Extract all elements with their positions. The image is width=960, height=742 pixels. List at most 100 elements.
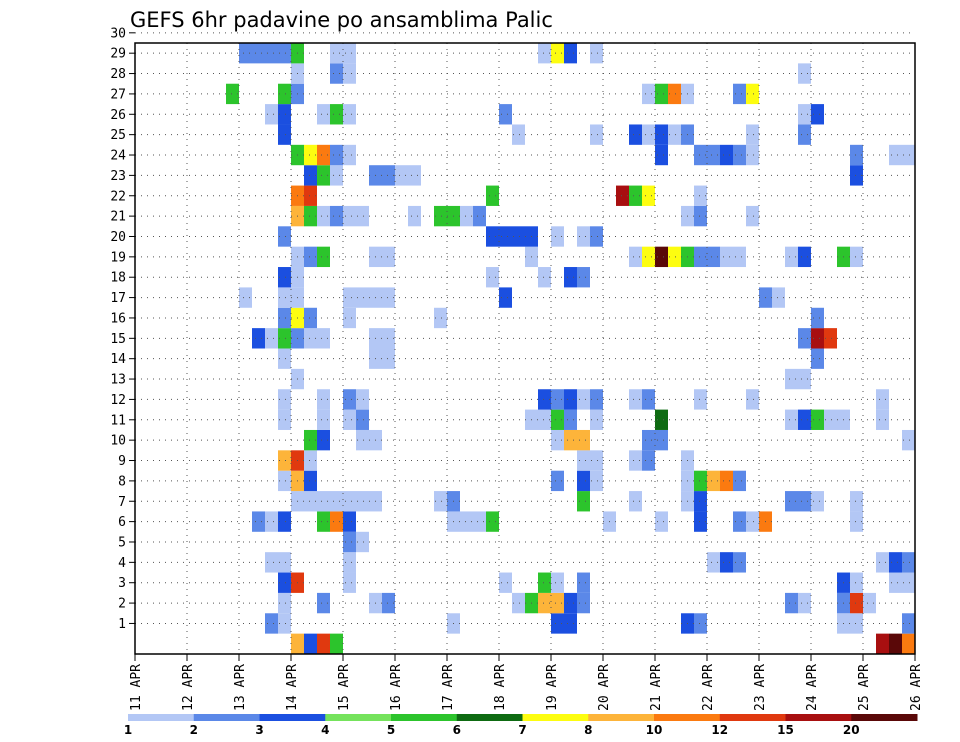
data-cell [811,348,824,369]
data-cell [538,409,551,430]
data-cell [317,592,330,614]
data-cell [850,144,863,166]
data-cell [668,124,681,145]
x-tick-label: 26 APR [909,664,924,711]
y-tick-label: 16 [110,311,126,326]
data-cell [512,226,525,247]
data-cell [564,409,577,430]
x-tick-label: 21 APR [649,664,664,711]
data-cell [655,429,668,451]
data-cell [343,287,356,308]
data-cell [278,572,291,593]
data-cell [551,389,564,410]
data-cell [733,246,746,268]
data-cell [304,328,317,349]
data-cell [642,450,655,471]
data-cell [512,592,525,614]
data-cell [317,205,330,227]
data-cell [629,185,642,206]
data-cell [239,43,252,64]
data-cell [317,491,330,512]
data-cell [889,144,902,166]
data-cell [278,552,291,573]
x-tick-label: 22 APR [701,664,716,711]
x-tick-label: 16 APR [389,664,404,711]
data-cell [798,328,811,349]
data-cell [694,470,707,492]
data-cell [551,409,564,430]
data-cell [343,144,356,166]
data-cell [278,328,291,349]
y-tick-label: 22 [110,189,126,204]
data-cell [811,409,824,430]
y-tick-label: 26 [110,108,126,123]
data-cell [317,104,330,125]
legend-label: 4 [321,723,329,737]
data-cell [590,124,603,145]
data-cell [304,185,317,206]
data-cell [551,613,564,634]
data-cell [343,511,356,532]
data-cell [317,144,330,166]
data-cell [356,491,369,512]
legend-swatch [456,714,523,721]
data-cell [499,104,512,125]
y-tick-label: 30 [110,26,126,41]
data-cell [239,287,252,308]
data-cell [304,633,317,654]
data-cell [395,165,408,186]
y-tick-label: 20 [110,230,126,245]
data-cell [642,429,655,451]
data-cell [629,124,642,145]
data-cell [798,104,811,125]
data-cell [382,592,395,614]
x-tick-label: 15 APR [337,664,352,711]
data-cell [538,592,551,614]
data-cell [304,470,317,492]
data-cell [733,470,746,492]
data-cell [564,389,577,410]
legend-swatch [128,714,195,721]
data-cell [382,328,395,349]
data-cell [382,348,395,369]
data-cell [343,63,356,84]
x-tick-label: 14 APR [285,664,300,711]
data-cell [278,124,291,145]
data-cell [356,429,369,451]
data-cell [577,450,590,471]
data-cell [850,572,863,593]
data-cell [668,246,681,268]
data-cell [278,450,291,471]
data-cell [278,470,291,492]
data-cell [577,592,590,614]
data-cell [551,592,564,614]
data-cell [694,185,707,206]
data-cell [564,43,577,64]
data-cell [304,165,317,186]
data-cell [811,307,824,329]
data-cell [694,613,707,634]
data-cell [694,246,707,268]
data-cell [824,328,837,349]
data-cell [330,144,343,166]
data-cell [577,226,590,247]
data-cell [356,409,369,430]
data-cell [655,144,668,166]
data-cell [668,83,681,105]
x-axis-date-ticks: 11 APR 12 APR 13 APR 14 APR 15 APR 16 APR 17 A… [129,654,924,711]
data-cell [876,409,889,430]
x-tick-label: 13 APR [233,664,248,711]
data-cell [798,124,811,145]
data-cell [564,267,577,288]
data-cell [486,185,499,206]
data-cell [278,104,291,125]
x-tick-label: 18 APR [493,664,508,711]
y-tick-label: 11 [110,413,126,428]
data-cell [850,511,863,532]
data-cell [473,205,486,227]
data-cell [291,633,304,654]
legend-label: 1 [124,723,132,737]
data-cell [642,83,655,105]
data-cell [564,429,577,451]
data-cell [694,491,707,512]
